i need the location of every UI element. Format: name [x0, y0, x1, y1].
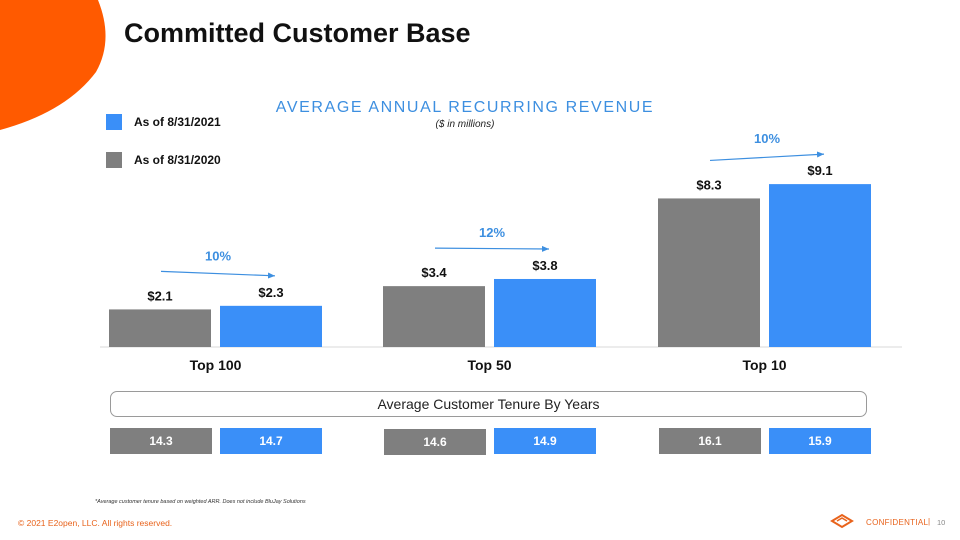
legend-label-2021: As of 8/31/2021 [134, 115, 221, 129]
growth-label-top-100: 10% [205, 248, 231, 263]
page-number: 10 [937, 518, 946, 527]
tenure-2020-top-10: 16.1 [659, 428, 761, 454]
category-label-top-100: Top 100 [190, 357, 242, 373]
legend-label-2020: As of 8/31/2020 [134, 153, 221, 167]
footer-separator: | [928, 517, 931, 526]
tenure-2020-top-100: 14.3 [110, 428, 212, 454]
footnote: *Average customer tenure based on weight… [95, 499, 306, 505]
bar-2021-top-100 [220, 305, 322, 347]
page-title: Committed Customer Base [124, 18, 471, 48]
brand-accent-shape [0, 0, 106, 130]
growth-label-top-50: 12% [479, 225, 505, 240]
bar-2020-top-50 [383, 286, 485, 347]
confidential-label: CONFIDENTIAL [866, 518, 929, 527]
tenure-2021-top-100: 14.7 [220, 428, 322, 454]
data-label-2020-top-50: $3.4 [421, 265, 447, 280]
bar-2021-top-50 [494, 278, 596, 347]
legend-item-2021: As of 8/31/2021 [106, 114, 221, 130]
tenure-2020-top-50: 14.6 [384, 429, 486, 455]
bar-2021-top-10 [769, 184, 871, 347]
growth-arrow-top-10 [709, 151, 825, 162]
data-label-2020-top-10: $8.3 [696, 177, 721, 192]
data-label-2021-top-100: $2.3 [258, 285, 283, 300]
category-label-top-50: Top 50 [467, 357, 511, 373]
tenure-label-box: Average Customer Tenure By Years [110, 391, 867, 417]
chart-subtitle: ($ in millions) [435, 119, 495, 130]
bar-2020-top-100 [109, 309, 211, 347]
growth-arrow-top-50 [434, 245, 550, 252]
category-label-top-10: Top 10 [742, 357, 786, 373]
legend-swatch-2020 [106, 152, 122, 168]
e2open-logo-icon [830, 513, 854, 529]
bar-2020-top-10 [658, 198, 760, 347]
arr-bar-chart: $2.1 $2.3 Top 100 10% $3.4 $3.8 Top 50 12% $8.3 $… [100, 131, 902, 373]
legend-item-2020: As of 8/31/2020 [106, 152, 221, 168]
legend-swatch-2021 [106, 114, 122, 130]
data-label-2020-top-100: $2.1 [147, 288, 172, 303]
growth-label-top-10: 10% [754, 131, 780, 146]
chart-title: AVERAGE ANNUAL RECURRING REVENUE [275, 99, 655, 116]
data-label-2021-top-50: $3.8 [532, 258, 557, 273]
data-label-2021-top-10: $9.1 [807, 163, 832, 178]
tenure-2021-top-10: 15.9 [769, 428, 871, 454]
copyright: © 2021 E2open, LLC. All rights reserved. [18, 518, 173, 528]
growth-arrow-top-100 [160, 270, 276, 279]
tenure-2021-top-50: 14.9 [494, 428, 596, 454]
